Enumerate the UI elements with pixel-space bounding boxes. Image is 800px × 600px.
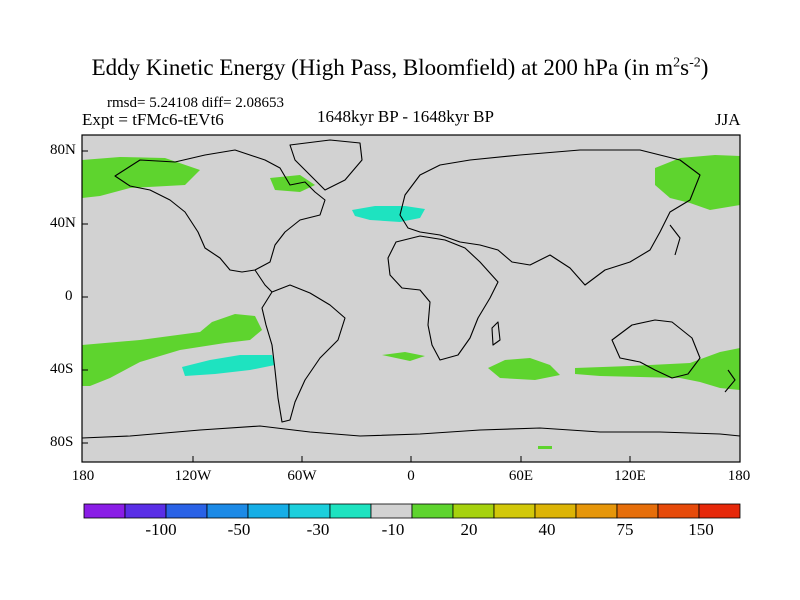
lon-label: 120W [174, 468, 212, 484]
colorbar-label: -30 [306, 520, 330, 539]
colorbar-label: 75 [616, 520, 634, 539]
colorbar-box [493, 503, 536, 519]
colorbar-label: -10 [381, 520, 405, 539]
colorbar-box [452, 503, 495, 519]
lat-label: 0 [65, 288, 73, 304]
colorbar-box [206, 503, 249, 519]
lon-label: 180 [727, 468, 751, 484]
negative-region-north-atlantic [352, 206, 425, 222]
positive-anomalies [82, 155, 740, 449]
coast-new-zealand [724, 369, 736, 393]
map-background [82, 135, 740, 462]
colorbar-box [411, 503, 454, 519]
colorbar-box [657, 503, 700, 519]
positive-region-south-atlantic [382, 352, 425, 361]
colorbar-box [370, 503, 413, 519]
colorbar-box [329, 503, 372, 519]
colorbar-box [124, 503, 167, 519]
lat-label: 40N [50, 215, 76, 231]
coast-south-america [261, 284, 346, 423]
coast-eurasia [399, 149, 701, 286]
colorbar-label: -100 [145, 520, 177, 539]
positive-region-south-indian [488, 358, 560, 380]
lon-label: 120E [614, 468, 646, 484]
coast-australia [611, 319, 701, 379]
coast-madagascar [491, 321, 501, 346]
negative-region-south-pacific-east [182, 355, 275, 376]
lon-label: 0 [407, 468, 415, 484]
axis-ticks [82, 150, 631, 462]
experiment-label: Expt = tFMc6-tEVt6 [82, 110, 224, 129]
positive-region-north-pacific-west [82, 157, 200, 198]
coast-north-america [114, 149, 326, 273]
positive-region-hudson [270, 175, 315, 192]
plot-title: Eddy Kinetic Energy (High Pass, Bloomfie… [91, 55, 709, 80]
lat-label: 80S [50, 434, 74, 450]
colorbar-box [288, 503, 331, 519]
lat-label: 80N [50, 142, 76, 158]
period-label: 1648kyr BP - 1648kyr BP [317, 107, 494, 126]
coastlines [81, 139, 741, 439]
lon-label: 60E [508, 468, 534, 484]
colorbar-box [165, 503, 208, 519]
colorbar-box [575, 503, 618, 519]
coast-antarctica [81, 425, 741, 439]
colorbar-label: -50 [227, 520, 251, 539]
colorbar-label: 40 [538, 520, 556, 539]
coast-africa [387, 235, 499, 361]
lat-label: 40S [50, 361, 74, 377]
lon-label: 60W [287, 468, 317, 484]
colorbar-box [616, 503, 659, 519]
colorbar-label: 20 [460, 520, 478, 539]
colorbar-box [247, 503, 290, 519]
coast-japan [669, 224, 681, 256]
colorbar-box [698, 503, 741, 519]
colorbar [83, 503, 741, 519]
positive-region-small [538, 446, 552, 449]
positive-region-south-pacific [82, 314, 262, 386]
season-label: JJA [715, 110, 741, 129]
coast-greenland [289, 139, 363, 191]
stats-label: rmsd= 5.24108 diff= 2.08653 [107, 95, 285, 111]
colorbar-box [534, 503, 577, 519]
lon-label: 180 [71, 468, 95, 484]
colorbar-label: 150 [688, 520, 714, 539]
positive-region-south-australia [575, 348, 740, 390]
negative-anomalies [182, 206, 425, 376]
colorbar-box [83, 503, 126, 519]
coast-central-america [254, 269, 273, 293]
